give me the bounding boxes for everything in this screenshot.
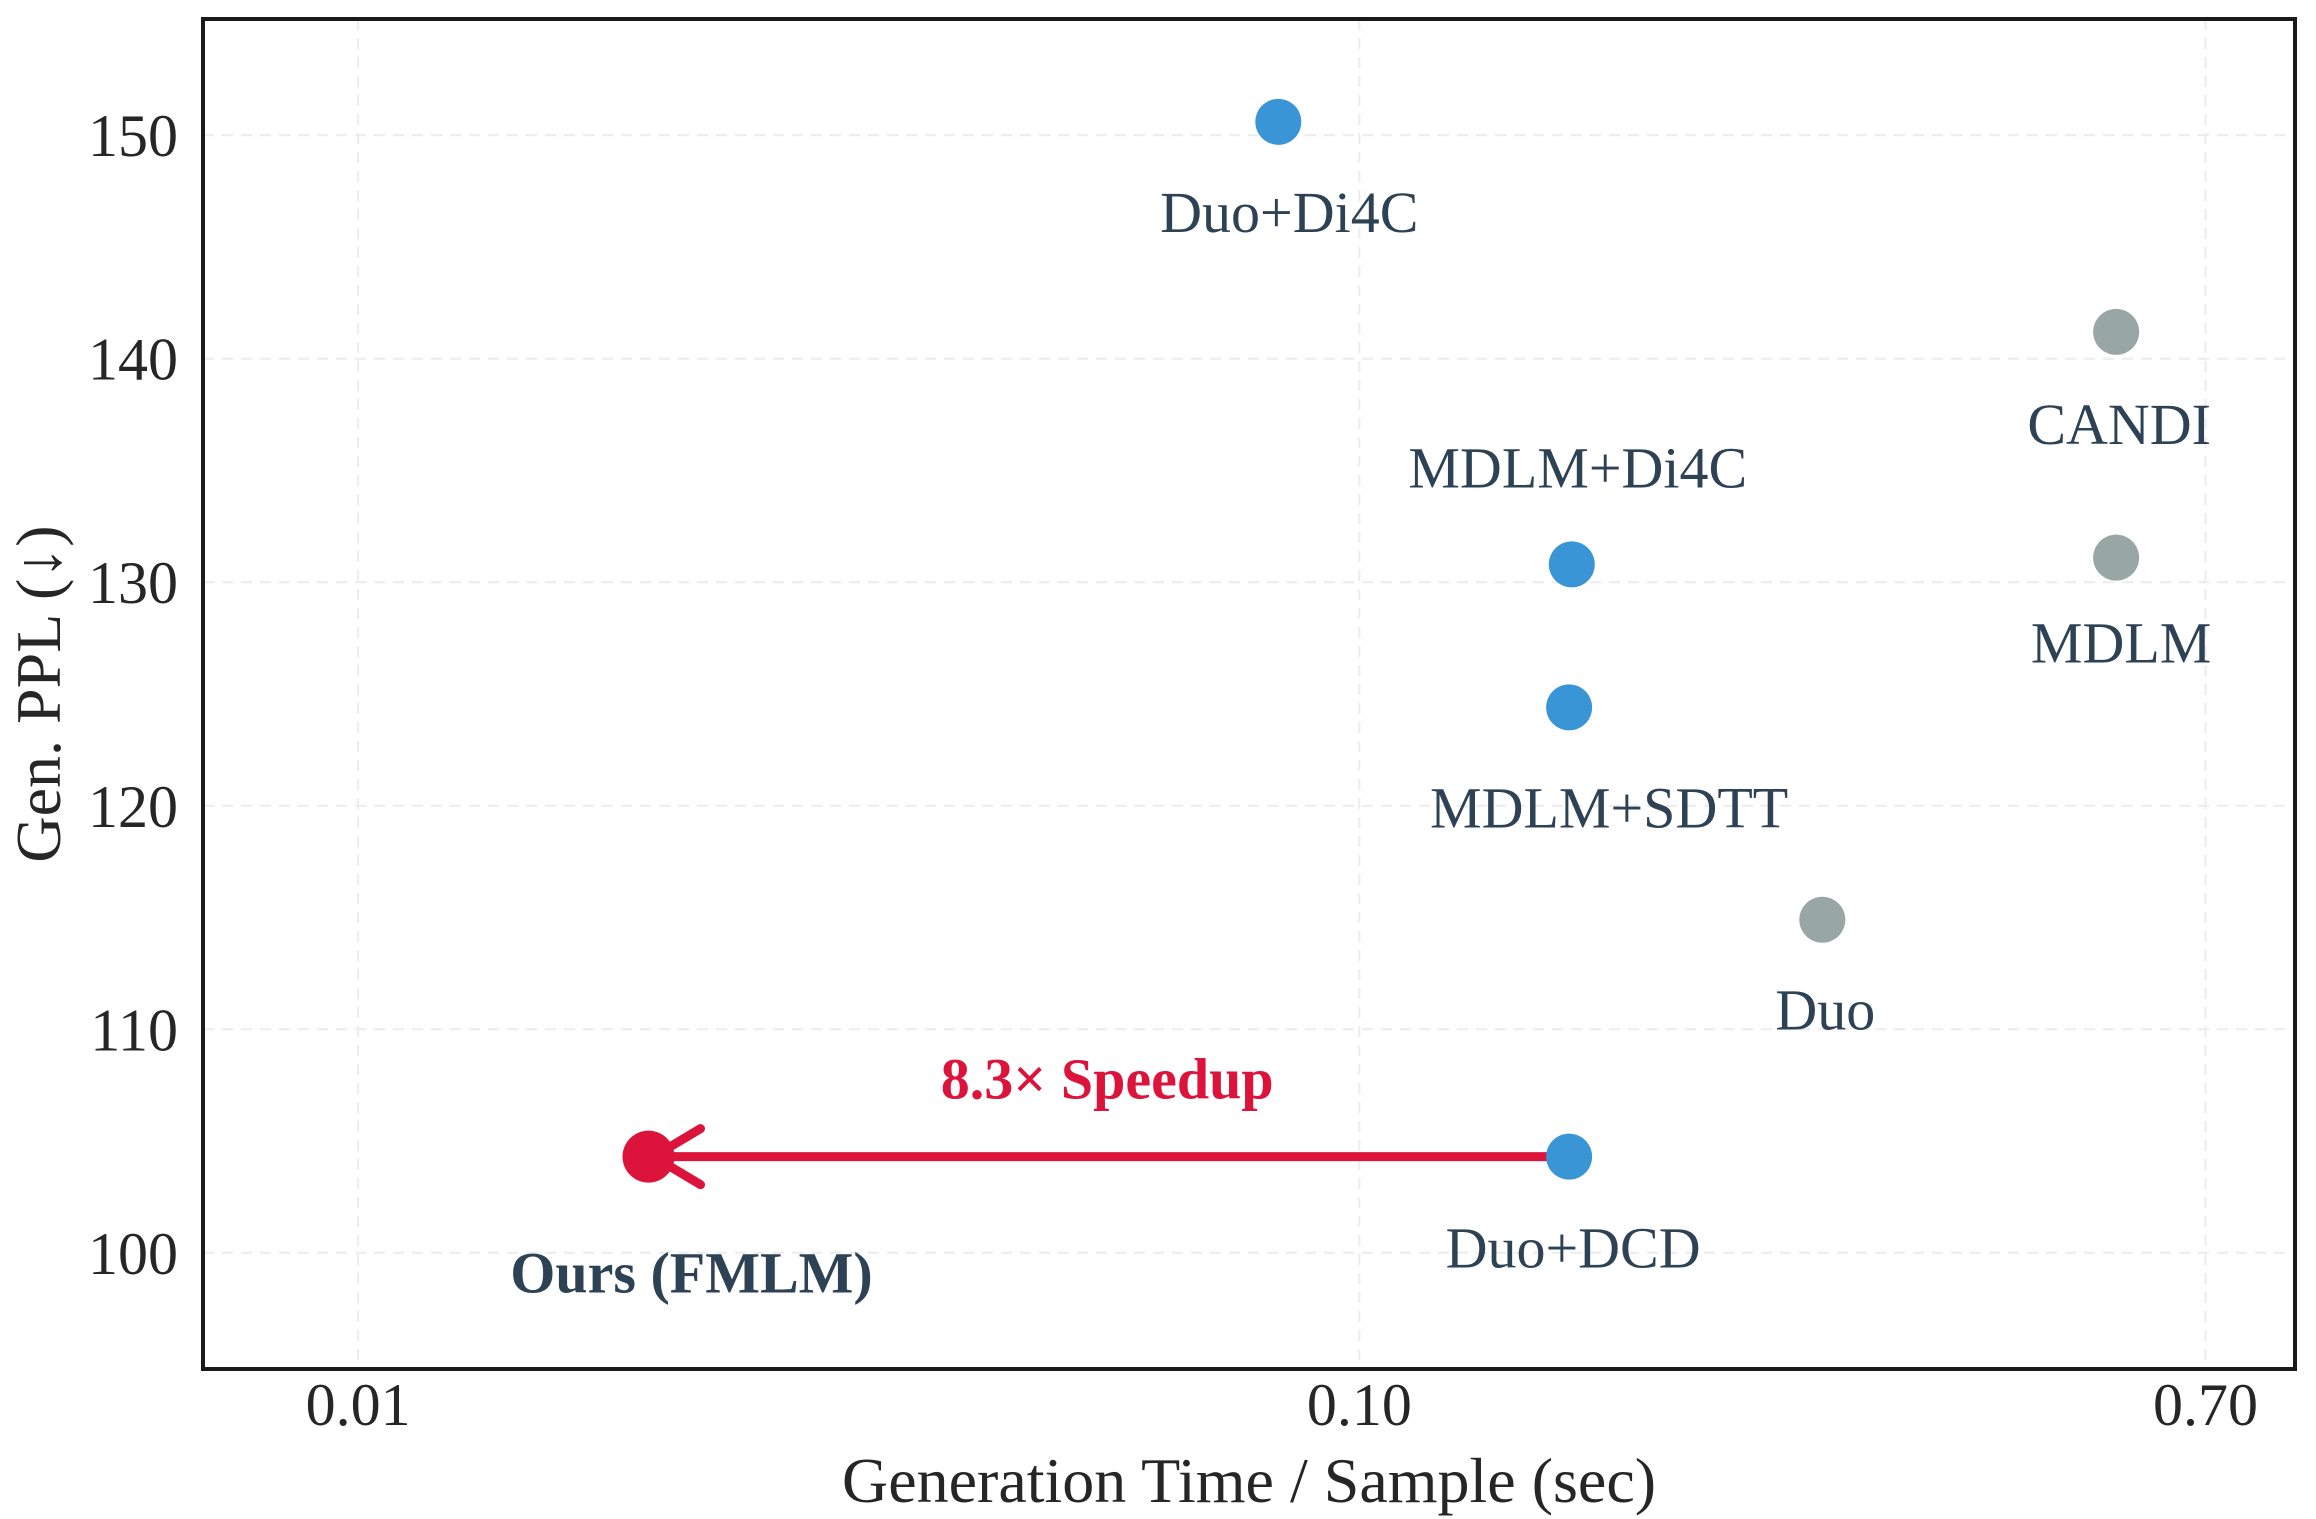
speedup-arrow: [648, 1124, 1574, 1190]
y-tick-label: 110: [90, 997, 178, 1063]
data-point-mdlm-sdtt: [1546, 684, 1593, 731]
data-point-duo: [1799, 896, 1846, 943]
y-tick-label: 130: [88, 550, 178, 616]
data-point-duo-di4c: [1255, 98, 1302, 145]
x-axis-label: Generation Time / Sample (sec): [842, 1445, 1656, 1516]
tick-label-layer: 100 110 120 130 140 150 0.01 0.10 0.70: [88, 103, 2258, 1438]
plot-area-border: [201, 17, 2297, 1371]
point-label: MDLM+SDTT: [1430, 775, 1788, 840]
point-label: Duo+Di4C: [1160, 180, 1418, 245]
y-tick-label: 100: [88, 1221, 178, 1287]
y-tick-label: 140: [88, 327, 178, 393]
speedup-annotation-label: 8.3× Speedup: [941, 1046, 1274, 1111]
point-label: CANDI: [2027, 392, 2211, 457]
point-label: MDLM+Di4C: [1408, 435, 1747, 500]
x-tick-label: 0.70: [2153, 1372, 2258, 1438]
point-label: Ours (FMLM): [510, 1241, 872, 1306]
data-point-layer: [622, 98, 2140, 1183]
x-tick-label: 0.01: [306, 1372, 411, 1438]
point-label: Duo: [1775, 978, 1875, 1043]
data-point-mdlm-di4c: [1548, 541, 1595, 588]
data-point-duo-dcd: [1546, 1133, 1593, 1180]
x-tick-label: 0.10: [1307, 1372, 1412, 1438]
data-point-mdlm: [2093, 534, 2140, 581]
point-label: MDLM: [2031, 611, 2211, 676]
grid-layer: [203, 19, 2295, 1369]
point-label-layer: Duo+Di4C MDLM+Di4C MDLM+SDTT Duo+DCD Duo CAND…: [510, 180, 2211, 1306]
y-tick-label: 120: [88, 774, 178, 840]
y-tick-label: 150: [88, 103, 178, 169]
y-axis-label: Gen. PPL (↓): [3, 525, 74, 862]
point-label: Duo+DCD: [1446, 1216, 1701, 1281]
data-point-ours-fmlm-: [622, 1130, 675, 1183]
data-point-candi: [2093, 308, 2140, 355]
